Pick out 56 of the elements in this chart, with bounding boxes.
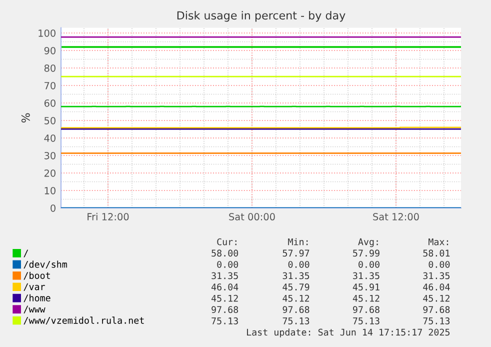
text: 45.12 [282, 294, 310, 302]
text: 58.01 [423, 250, 450, 257]
text: Cur: [217, 238, 236, 246]
y-tick-label: 30 [44, 152, 56, 160]
text: 45.12 [423, 294, 450, 302]
legend-label: /www [24, 306, 46, 314]
text: Last update: Sat Jun 14 17:15:17 2025 [247, 328, 450, 338]
y-axis-title: % [21, 113, 30, 123]
text: 97.68 [353, 306, 380, 314]
text: 0.00 [288, 260, 310, 268]
text: Avg: [358, 238, 378, 248]
y-tick-label: 20 [44, 169, 56, 177]
text: 75.13 [353, 317, 380, 324]
x-tick-label: Sat 12:00 [373, 213, 419, 220]
text: 0.00 [217, 260, 238, 268]
y-tick-label: 10 [44, 186, 56, 194]
y-tick-label: 40 [44, 134, 56, 142]
legend-label: /var [24, 283, 45, 291]
text: 75.13 [282, 317, 310, 324]
legend-label: / [24, 250, 28, 258]
y-tick-label: 0 [50, 204, 56, 212]
y-tick-label: 70 [44, 82, 56, 90]
y-tick-label: 80 [44, 64, 56, 72]
text: 31.35 [353, 272, 380, 280]
text: 46.04 [211, 284, 238, 290]
text: Min: [288, 238, 308, 246]
text: 31.35 [282, 272, 310, 280]
text: 97.68 [282, 306, 310, 314]
text: 0.00 [428, 260, 450, 268]
x-tick-label: Sat 00:00 [229, 213, 275, 220]
legend-label: /dev/shm [24, 260, 67, 268]
text: Max: [428, 238, 448, 246]
legend-label: /www/vzemidol.rula.net [24, 316, 144, 325]
text: 75.13 [212, 317, 238, 324]
text: 57.97 [282, 250, 310, 257]
y-tick-label: 50 [44, 116, 56, 124]
text: 45.12 [352, 294, 380, 302]
legend-label: /home [24, 294, 50, 302]
legend-label: /boot [24, 272, 50, 280]
y-tick-label: 100 [38, 29, 56, 37]
text: 31.35 [212, 272, 238, 280]
text: 57.99 [353, 250, 380, 257]
text: 45.12 [211, 294, 238, 302]
text: 45.91 [352, 284, 380, 290]
text: 31.35 [423, 272, 450, 280]
x-tick-label: Fri 12:00 [88, 212, 129, 220]
text: 0.00 [358, 260, 380, 268]
text: 97.68 [423, 306, 450, 314]
text: 97.68 [212, 306, 238, 314]
y-tick-label: 60 [44, 99, 56, 107]
text: 45.79 [282, 284, 310, 290]
chart-title: Disk usage in percent - by day [177, 10, 346, 22]
y-tick-label: 90 [44, 46, 56, 54]
text: 75.13 [423, 317, 450, 324]
text: 58.00 [212, 250, 238, 257]
text: 46.04 [423, 284, 450, 290]
